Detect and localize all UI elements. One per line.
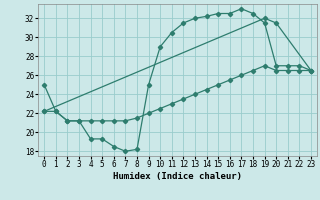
X-axis label: Humidex (Indice chaleur): Humidex (Indice chaleur)	[113, 172, 242, 181]
